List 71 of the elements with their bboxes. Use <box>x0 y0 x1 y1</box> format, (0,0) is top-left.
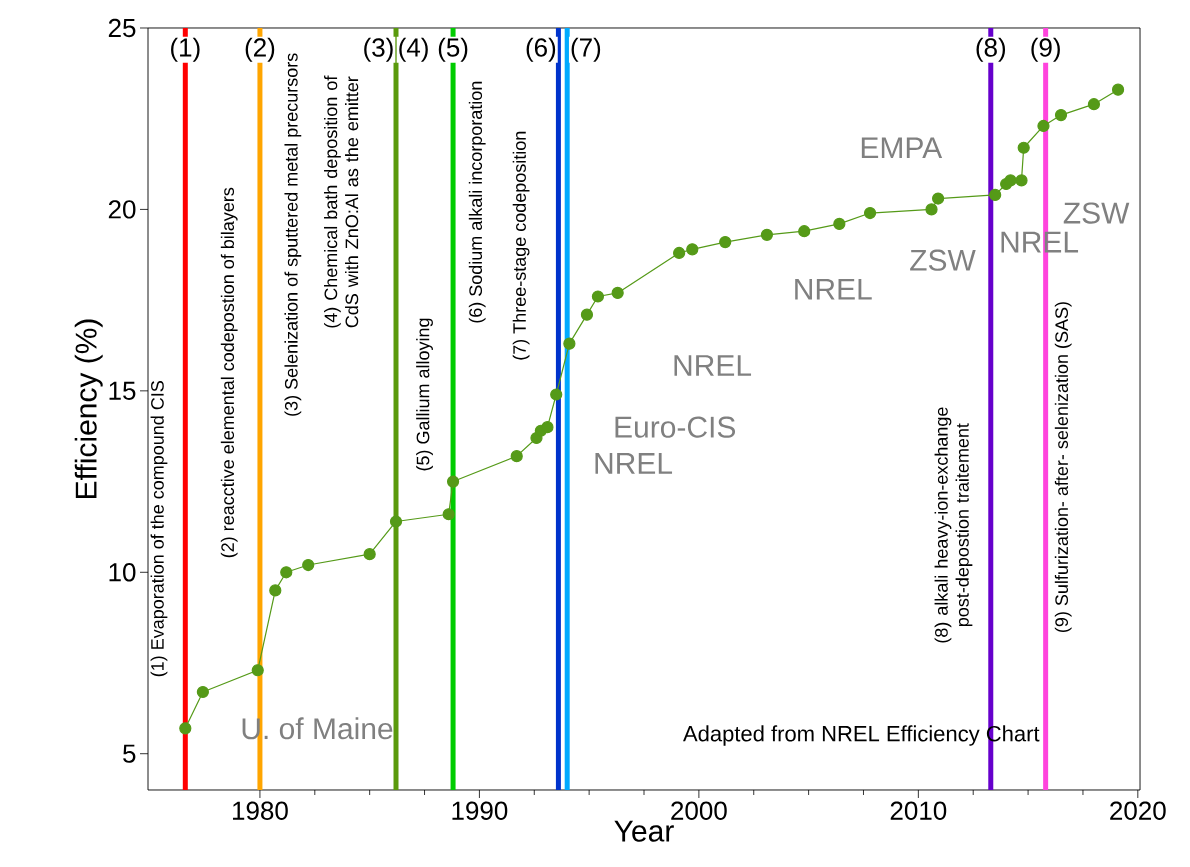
point <box>760 228 774 241</box>
y-tick-label: 10 <box>109 563 136 582</box>
point <box>550 388 563 401</box>
x-tick-label: 2010 <box>890 801 947 820</box>
point <box>833 217 846 231</box>
annotation: Euro-CIS <box>615 416 736 438</box>
point <box>932 192 945 205</box>
point <box>1004 174 1017 187</box>
annotation: NREL <box>795 278 872 300</box>
y-tick-label: 5 <box>123 744 136 763</box>
annotation: (1) Evaporation of the compound CIS <box>150 381 168 677</box>
annotation: (8) <box>976 37 1006 62</box>
y-tick-label: 15 <box>109 381 136 400</box>
point <box>719 235 732 249</box>
point <box>1087 98 1101 111</box>
annotation: (7) Three-stage codeposition <box>512 131 530 360</box>
point <box>280 566 293 579</box>
y-tick-label: 25 <box>108 18 136 38</box>
annotation: ZSW <box>910 249 976 271</box>
point <box>673 246 686 260</box>
x-tick-label: 2020 <box>1110 801 1166 820</box>
point <box>363 548 376 561</box>
annotation: (8) alkali heavy-ion-exchange post-depostion traitement <box>934 407 973 643</box>
point <box>1037 119 1050 133</box>
y-axis-title: Efficiency (%) <box>74 319 103 498</box>
point <box>179 722 192 735</box>
annotation: (6) <box>526 37 556 62</box>
annotation: EMPA <box>861 137 943 159</box>
x-tick-label: 2000 <box>671 801 727 820</box>
point <box>510 450 523 463</box>
point <box>541 421 554 434</box>
point <box>1111 83 1125 96</box>
point <box>686 243 699 256</box>
point <box>442 508 455 521</box>
annotation: (9) <box>1031 37 1060 62</box>
point <box>863 206 877 220</box>
annotation: (5) <box>438 37 468 62</box>
point <box>798 225 811 238</box>
point <box>302 558 315 572</box>
annotation: NREL <box>595 453 673 474</box>
annotation: (3) Selenization of sputtered metal precursors <box>284 53 302 416</box>
point <box>563 337 576 350</box>
point <box>1017 141 1030 154</box>
annotation: (1) <box>171 37 200 62</box>
annotation: (9) Sulfurization- after- selenization (SAS) <box>1054 302 1072 633</box>
point <box>989 188 1002 202</box>
point <box>1015 174 1028 187</box>
point <box>389 515 403 528</box>
x-tick-label: 1990 <box>452 801 508 820</box>
annotation: NREL <box>674 355 752 376</box>
point <box>1054 108 1068 122</box>
point <box>580 308 594 321</box>
point <box>446 475 460 488</box>
annotation: (3) <box>364 37 393 62</box>
y-tick-label: 20 <box>108 200 136 219</box>
annotation: (4) Chemical bath deposition of CdS with ZnO:Al as the emitter <box>324 75 359 328</box>
point <box>251 664 264 677</box>
point <box>611 286 624 299</box>
point <box>196 685 209 699</box>
point <box>269 584 282 597</box>
annotation: ZSW <box>1063 202 1130 224</box>
annotation: (5) Gallium alloying <box>416 318 433 471</box>
x-tick-label: 1980 <box>232 801 288 820</box>
annotation: (4) <box>399 37 428 62</box>
point <box>925 203 938 216</box>
point <box>591 290 605 303</box>
x-axis-title: Year <box>614 820 674 842</box>
annotation: (7) <box>571 37 601 62</box>
annotation: (2) reacctive elemental codepostion of bilayers <box>220 187 238 558</box>
annotation: (2) <box>245 37 275 62</box>
annotation: (6) Sodium alkali incorporation <box>468 81 486 323</box>
